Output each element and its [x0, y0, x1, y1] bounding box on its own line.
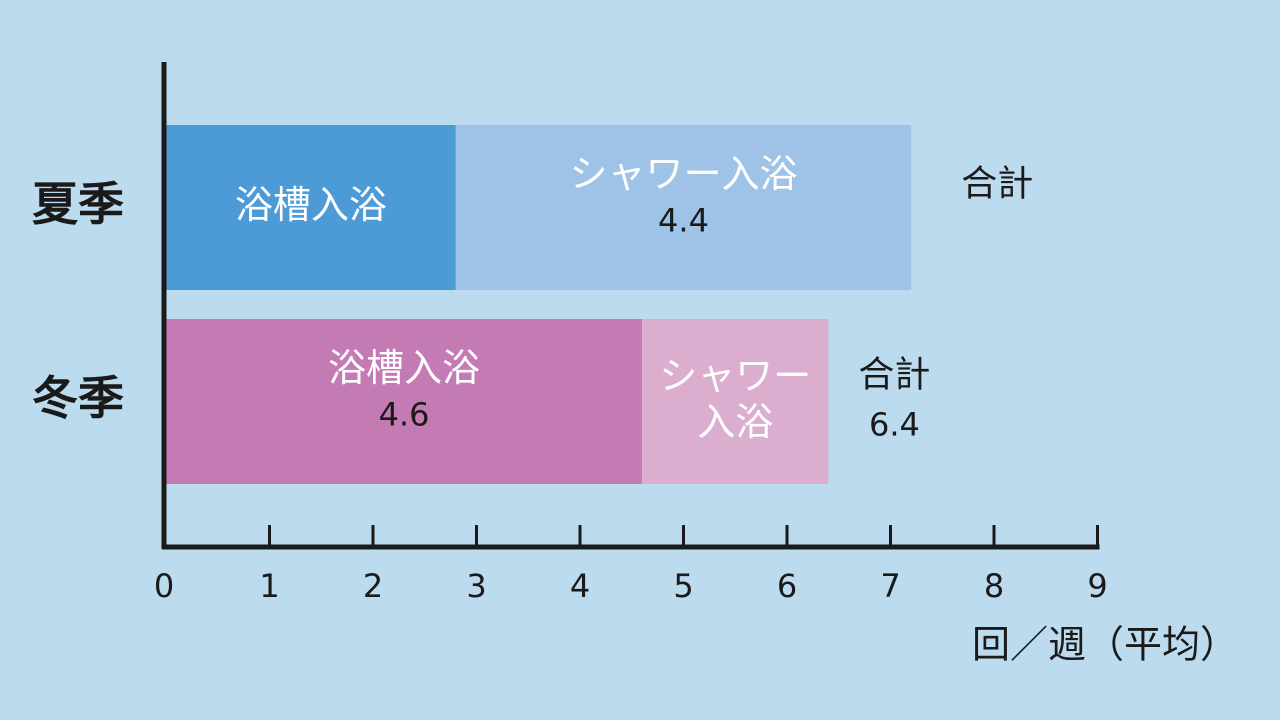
x-tick-label: 2: [363, 567, 383, 605]
segment-name-label: 入浴: [697, 400, 773, 444]
x-tick-label: 8: [984, 567, 1004, 605]
x-tick-label: 4: [570, 567, 590, 605]
segment-value-label: 4.4: [658, 202, 709, 240]
total-label: 合計: [961, 164, 1033, 205]
bars-layer: [166, 125, 912, 484]
x-tick-label: 9: [1087, 567, 1107, 605]
bar-0-0: [166, 125, 456, 290]
segment-name-label: 浴槽入浴: [235, 183, 387, 227]
x-tick-label: 7: [880, 567, 900, 605]
total-label: 合計: [858, 355, 930, 396]
segment-name-label: 浴槽入浴: [328, 346, 480, 390]
category-label: 夏季: [32, 177, 124, 231]
bar-1-0: [166, 319, 643, 484]
axes-layer: 0 1 2 3 4 5 6 7 8 9 回／週（平均）: [154, 62, 1238, 667]
x-tick-label: 1: [259, 567, 279, 605]
segment-name-label: シャワー: [659, 354, 811, 398]
category-label: 冬季: [32, 371, 124, 425]
x-tick-label: 3: [466, 567, 486, 605]
x-axis-title: 回／週（平均）: [972, 623, 1238, 667]
x-tick-label: 6: [777, 567, 797, 605]
x-tick-label: 0: [154, 567, 174, 605]
bar-1-1: [642, 319, 829, 484]
segment-name-label: シャワー入浴: [569, 152, 797, 196]
bar-0-1: [455, 125, 912, 290]
x-tick-label: 5: [673, 567, 693, 605]
segment-value-label: 4.6: [379, 396, 430, 434]
total-value-label: 6.4: [869, 406, 920, 444]
